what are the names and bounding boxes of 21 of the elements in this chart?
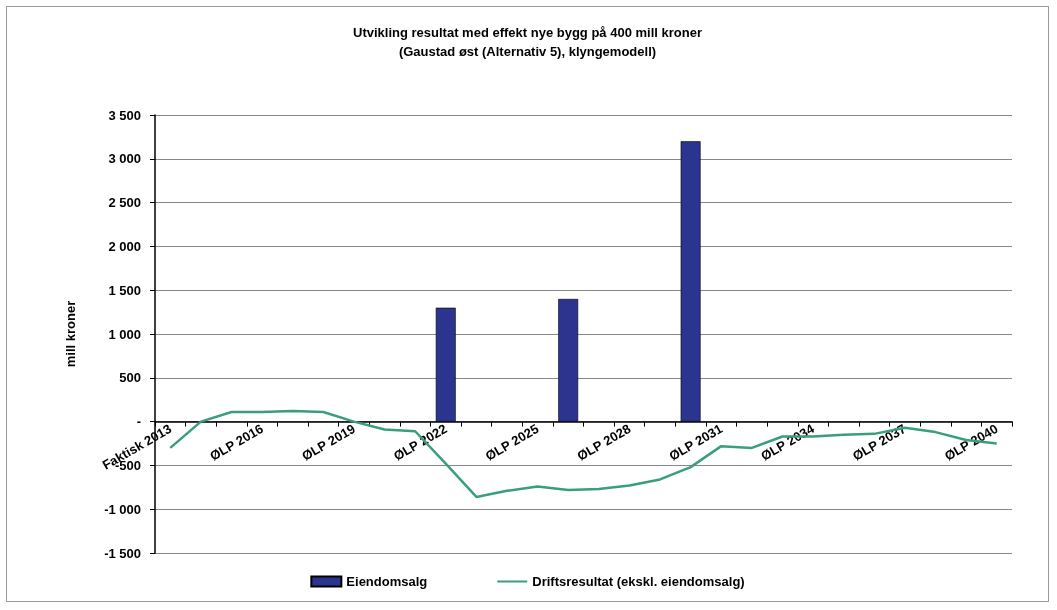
y-tick-label: 500: [119, 370, 141, 386]
legend-label: Eiendomsalg: [346, 574, 428, 589]
y-tick-label: 2 000: [108, 238, 141, 254]
y-tick-label: 3 500: [108, 107, 141, 123]
x-tick-label: ØLP 2025: [482, 421, 542, 464]
x-tick-label: ØLP 2016: [207, 421, 266, 464]
x-tick-label: ØLP 2028: [574, 421, 634, 464]
y-tick-label: 2 500: [108, 195, 141, 211]
legend-label: Driftsresultat (ekskl. eiendomsalg): [532, 574, 745, 589]
x-tick-label: ØLP 2040: [941, 421, 1001, 464]
x-tick-label: ØLP 2019: [299, 421, 358, 464]
y-tick-label: -1 000: [104, 501, 141, 517]
y-tick-label: 1 500: [108, 282, 141, 298]
x-tick-label: ØLP 2031: [666, 421, 725, 464]
chart-title: Utvikling resultat med effekt nye bygg på 400 mill kroner: [353, 25, 702, 40]
chart-subtitle: (Gaustad øst (Alternativ 5), klyngemodell): [398, 44, 657, 59]
y-tick-label: -1 500: [104, 545, 141, 561]
y-tick-label: 3 000: [108, 151, 141, 167]
y-axis-title: mill kroner: [63, 300, 78, 368]
y-tick-label: -: [136, 414, 141, 430]
y-tick-label: 1 000: [108, 326, 141, 342]
